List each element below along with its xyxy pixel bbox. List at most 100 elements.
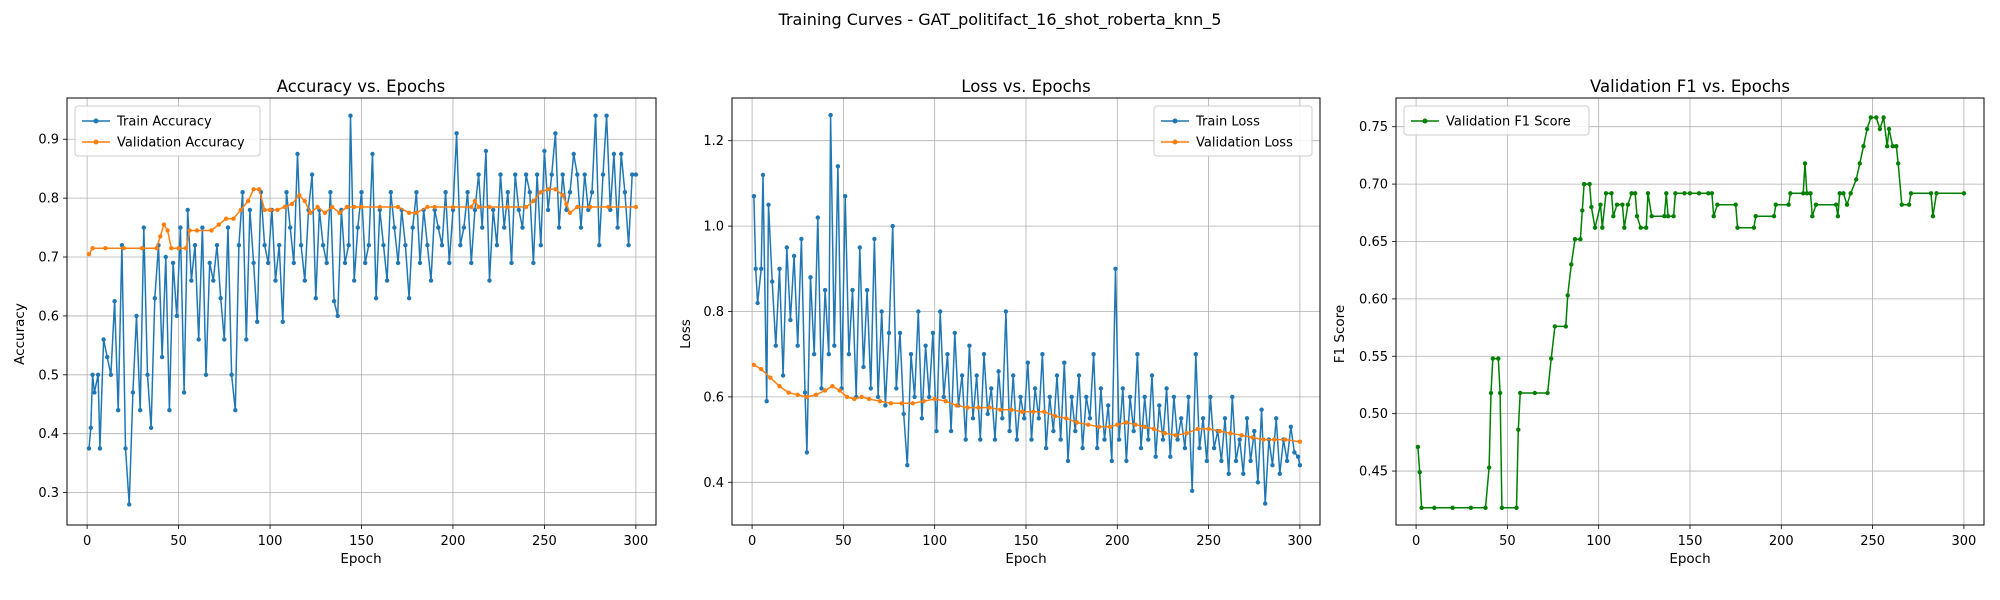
data-point: [952, 330, 957, 336]
data-point: [167, 408, 172, 413]
data-point: [795, 392, 800, 397]
data-point: [505, 190, 510, 195]
data-point: [509, 260, 514, 266]
data-point: [883, 403, 888, 408]
legend-label: Validation F1 Score: [1446, 115, 1571, 130]
data-point: [148, 425, 154, 430]
data-point: [373, 296, 379, 301]
legend: Validation F1 Score: [1403, 105, 1590, 136]
data-point: [908, 352, 914, 357]
data-point: [560, 172, 565, 177]
data-point: [414, 190, 419, 195]
x-axis-label: Epoch: [1005, 551, 1046, 567]
data-point: [604, 113, 609, 118]
data-point: [1581, 181, 1587, 187]
x-tick-label: 300: [1287, 534, 1312, 549]
data-point: [1833, 202, 1839, 207]
data-point: [868, 386, 873, 391]
data-point: [88, 425, 94, 430]
data-point: [145, 372, 150, 377]
y-tick-label: 1.0: [703, 220, 724, 235]
data-point: [1861, 144, 1866, 149]
data-point: [406, 210, 412, 215]
data-point: [200, 225, 205, 230]
data-point: [240, 190, 245, 195]
data-point: [1706, 191, 1711, 196]
data-point: [804, 450, 810, 455]
data-point: [154, 246, 159, 251]
data-point: [852, 396, 857, 402]
data-point: [192, 243, 198, 248]
data-point: [857, 245, 862, 250]
data-point: [1516, 427, 1521, 432]
data-point: [888, 401, 894, 406]
data-point: [1261, 437, 1266, 442]
data-point: [1239, 433, 1244, 438]
data-point: [1906, 202, 1912, 207]
data-point: [578, 225, 584, 230]
data-point: [538, 190, 543, 195]
data-point: [1233, 458, 1239, 464]
data-point: [921, 399, 926, 404]
train-accuracy-series: [86, 113, 639, 507]
data-point: [1226, 471, 1231, 476]
data-point: [1877, 126, 1883, 132]
data-point: [476, 172, 481, 177]
data-point: [1011, 373, 1016, 378]
data-point: [822, 287, 828, 293]
data-point: [432, 204, 437, 210]
data-point: [875, 394, 881, 400]
x-tick-label: 150: [1014, 534, 1039, 549]
data-point: [1096, 424, 1102, 429]
x-tick-label: 200: [1105, 534, 1130, 549]
panel-title: Accuracy vs. Epochs: [277, 77, 446, 96]
data-point: [1592, 225, 1598, 230]
data-point: [835, 164, 841, 169]
data-point: [498, 172, 503, 177]
data-point: [152, 296, 157, 301]
data-point: [308, 210, 313, 215]
data-point: [1244, 416, 1250, 421]
data-point: [1283, 437, 1288, 442]
data-point: [1182, 445, 1188, 451]
data-point: [1629, 191, 1634, 196]
data-point: [476, 204, 481, 210]
data-point: [1272, 437, 1277, 442]
data-point: [1682, 191, 1687, 196]
data-point: [520, 225, 525, 230]
data-point: [1673, 191, 1678, 196]
x-tick-label: 300: [1951, 534, 1976, 549]
data-point: [978, 437, 983, 442]
data-point: [97, 446, 103, 451]
y-tick-label: 0.45: [1359, 465, 1388, 480]
data-point: [916, 309, 921, 314]
data-point: [513, 172, 518, 177]
data-point: [1085, 422, 1091, 427]
data-point: [395, 260, 401, 266]
data-point: [784, 245, 789, 250]
data-point: [630, 172, 635, 177]
data-point: [786, 390, 791, 395]
data-point: [1432, 505, 1437, 510]
data-point: [1025, 360, 1031, 365]
y-tick-label: 0.50: [1359, 407, 1388, 422]
data-point: [289, 201, 295, 207]
data-point: [1228, 431, 1233, 436]
data-point: [101, 337, 106, 342]
data-point: [804, 394, 810, 400]
x-tick-label: 100: [922, 534, 947, 549]
data-point: [1018, 394, 1023, 400]
data-point: [1193, 352, 1199, 357]
data-point: [194, 228, 200, 233]
data-point: [207, 260, 212, 266]
f1-panel: Validation F1 vs. Epochs Epoch F1 Score …: [1332, 77, 1985, 567]
train-accuracy-line: [88, 114, 636, 506]
data-point: [342, 260, 348, 266]
data-point: [1206, 426, 1211, 432]
data-point: [406, 296, 412, 301]
axes-frame: [66, 97, 657, 526]
data-point: [1058, 437, 1063, 442]
data-point: [337, 210, 342, 215]
data-point: [1885, 144, 1890, 149]
data-point: [943, 399, 948, 404]
